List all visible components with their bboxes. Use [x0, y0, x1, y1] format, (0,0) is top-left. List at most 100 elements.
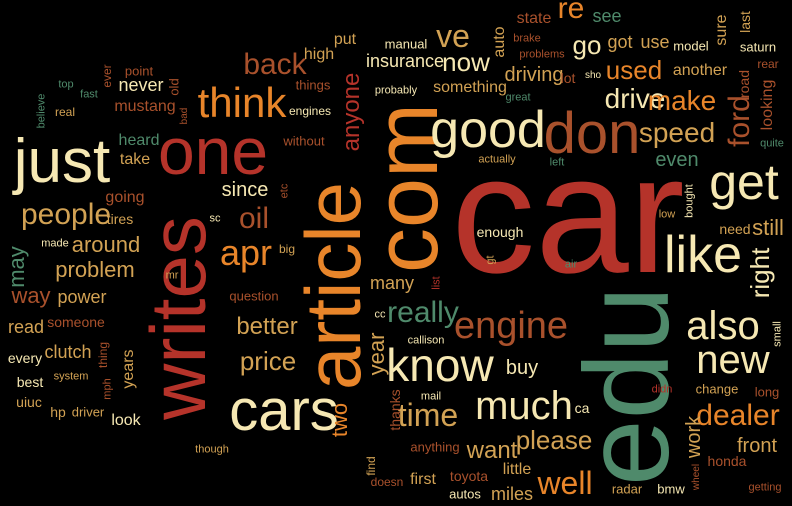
word-mail: mail: [420, 390, 442, 403]
word-someone: someone: [47, 314, 105, 330]
word-ca: ca: [574, 400, 590, 416]
word-got: got: [607, 32, 633, 52]
word-left: left: [549, 156, 565, 169]
word-actually: actually: [478, 153, 516, 166]
word-saturn: saturn: [739, 39, 777, 55]
word-engine: engine: [453, 305, 569, 347]
word-made: made: [41, 237, 69, 250]
word-buy: buy: [505, 357, 539, 379]
word-sho: sho: [584, 70, 602, 81]
word-one: one: [157, 114, 269, 188]
word-way: way: [11, 283, 51, 308]
word-lot: lot: [560, 70, 576, 86]
word-anyone: anyone: [338, 72, 365, 152]
word-two: two: [327, 402, 352, 438]
word-writes: writes: [134, 216, 222, 420]
word-big: big: [278, 242, 296, 256]
word-though: though: [195, 443, 229, 456]
word-road: road: [736, 69, 752, 99]
word-auto: auto: [491, 26, 508, 58]
word-problem: problem: [55, 257, 135, 282]
word-go: go: [572, 30, 602, 60]
word-don: don: [543, 101, 641, 166]
word-used: used: [605, 55, 663, 85]
word-little: little: [502, 461, 532, 478]
word-getting: getting: [748, 481, 782, 494]
word-list: list: [430, 276, 443, 290]
word-point: point: [124, 63, 154, 79]
word-new: new: [696, 338, 770, 382]
word-quite: quite: [760, 137, 784, 150]
word-clutch: clutch: [44, 342, 92, 362]
word-may: may: [4, 246, 29, 288]
word-question: question: [229, 288, 279, 304]
word-top: top: [58, 78, 74, 91]
word-get: get: [709, 154, 779, 210]
word-front: front: [736, 435, 778, 457]
word-price: price: [239, 346, 297, 376]
word-didn: didn: [651, 383, 673, 396]
word-fast: fast: [80, 88, 98, 101]
word-dealer: dealer: [696, 399, 780, 432]
word-read: read: [7, 317, 45, 337]
word-bmw: bmw: [657, 481, 685, 497]
word-cc: cc: [374, 308, 386, 321]
word-mr: mr: [165, 269, 179, 282]
word-please: please: [515, 425, 593, 455]
word-just: just: [13, 127, 111, 196]
word-insurance: insurance: [365, 51, 445, 71]
word-state: state: [516, 10, 552, 27]
word-find: find: [364, 456, 378, 476]
word-around: around: [71, 232, 141, 257]
word-great: great: [505, 91, 531, 104]
word-put: put: [333, 31, 357, 48]
word-good: good: [430, 101, 546, 159]
word-driver: driver: [71, 404, 105, 420]
word-right: right: [745, 247, 775, 299]
word-ford: ford: [723, 95, 756, 147]
word-people: people: [20, 198, 112, 231]
word-engines: engines: [288, 104, 332, 118]
word-wheel: wheel: [691, 463, 702, 491]
word-still: still: [752, 215, 784, 240]
word-many: many: [369, 273, 415, 293]
word-tires: tires: [106, 211, 134, 227]
word-back: back: [243, 48, 307, 81]
word-model: model: [673, 38, 709, 54]
word-cars: cars: [229, 378, 339, 443]
word-sure: sure: [713, 14, 730, 46]
word-power: power: [57, 287, 107, 307]
word-driving: driving: [504, 64, 564, 86]
word-best: best: [16, 374, 44, 390]
word-well: well: [537, 465, 593, 501]
word-apr: apr: [219, 232, 273, 273]
word-need: need: [719, 221, 751, 237]
word-mustang: mustang: [114, 98, 176, 115]
word-problems: problems: [519, 48, 565, 61]
word-small: small: [771, 321, 784, 347]
word-since: since: [221, 179, 269, 201]
word-ve: ve: [436, 18, 470, 54]
word-long: long: [754, 384, 780, 400]
word-radar: radar: [611, 481, 643, 497]
word-bad: bad: [179, 107, 190, 125]
word-looking: looking: [759, 79, 776, 131]
word-want: want: [466, 437, 518, 464]
word-now: now: [442, 47, 490, 77]
word-re: re: [557, 0, 585, 25]
word-believe: believe: [35, 93, 48, 129]
word-better: better: [236, 313, 298, 340]
word-uiuc: uiuc: [16, 394, 42, 410]
word-toyota: toyota: [449, 468, 489, 484]
word-brake: brake: [513, 32, 541, 45]
word-make: make: [647, 85, 717, 116]
word-hp: hp: [50, 404, 66, 420]
word-take: take: [119, 151, 151, 168]
word-etc: etc: [278, 183, 291, 199]
word-thanks: thanks: [387, 389, 403, 431]
word-low: low: [658, 208, 676, 221]
word-without: without: [283, 133, 325, 149]
word-ever: ever: [100, 64, 114, 88]
word-oil: oil: [238, 202, 270, 235]
